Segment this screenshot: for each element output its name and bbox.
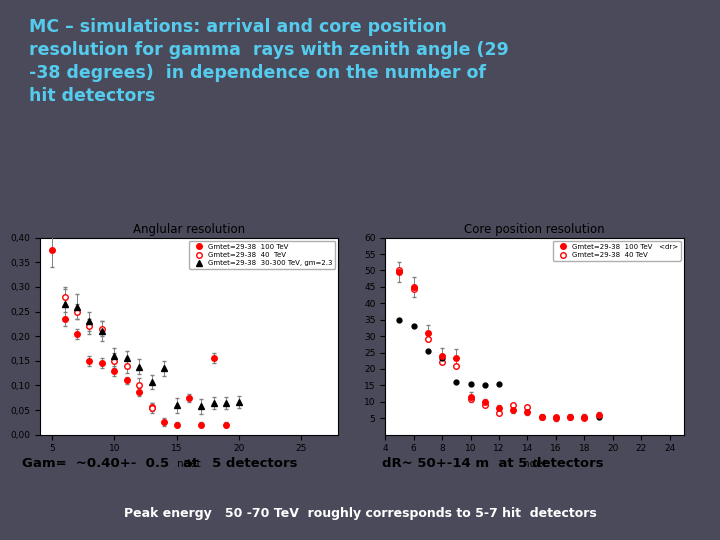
Title: Anglular resolution: Anglular resolution bbox=[133, 224, 245, 237]
X-axis label: ndet: ndet bbox=[177, 459, 201, 469]
Legend: Gmtet=29-38  100 TeV, Gmtet=29-38  40  TeV, Gmtet=29-38  30-300 TeV, gm=2.3: Gmtet=29-38 100 TeV, Gmtet=29-38 40 TeV,… bbox=[189, 241, 335, 269]
Legend: Gmtet=29-38  100 TeV   <dr>, Gmtet=29-38  40 TeV: Gmtet=29-38 100 TeV <dr>, Gmtet=29-38 40… bbox=[553, 241, 680, 261]
Title: Core position resolution: Core position resolution bbox=[464, 224, 605, 237]
Text: Peak energy   50 -70 TeV  roughly corresponds to 5-7 hit  detectors: Peak energy 50 -70 TeV roughly correspon… bbox=[124, 507, 596, 520]
Text: MC – simulations: arrival and core position
resolution for gamma  rays with zeni: MC – simulations: arrival and core posit… bbox=[29, 18, 508, 105]
Text: Gam=  ~0.40+-  0.5   at   5 detectors: Gam= ~0.40+- 0.5 at 5 detectors bbox=[22, 456, 297, 470]
X-axis label: ndet: ndet bbox=[523, 459, 546, 469]
Text: dR~ 50+-14 m  at 5 detectors: dR~ 50+-14 m at 5 detectors bbox=[382, 456, 603, 470]
